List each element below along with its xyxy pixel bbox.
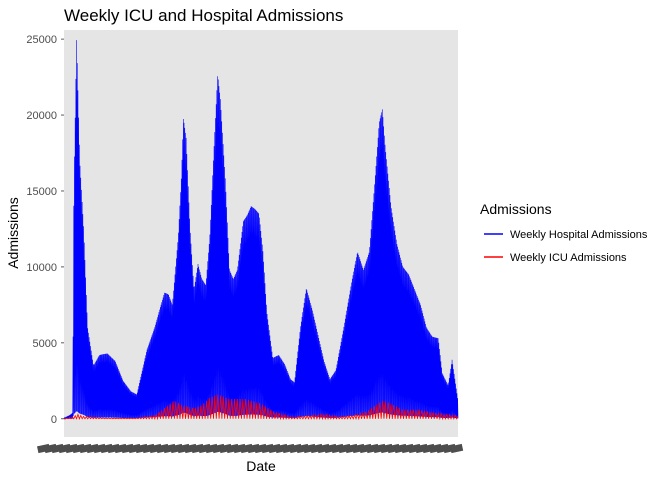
y-tick-label: 5000 (33, 338, 57, 350)
y-axis-label: Admissions (5, 197, 21, 269)
series-line-icu (63, 394, 459, 421)
y-tick-label: 0 (51, 414, 57, 426)
chart-title: Weekly ICU and Hospital Admissions (64, 6, 343, 25)
y-tick-label: 20000 (26, 110, 57, 122)
series-line-hospital (63, 40, 459, 420)
x-axis-label: Date (246, 458, 276, 474)
legend-label-hospital: Weekly Hospital Admissions (510, 229, 648, 241)
x-tick-label (450, 443, 464, 454)
y-tick-label: 10000 (26, 262, 57, 274)
legend-label-icu: Weekly ICU Admissions (510, 252, 627, 264)
y-tick-label: 25000 (26, 34, 57, 46)
y-tick-label: 15000 (26, 186, 57, 198)
legend-title: Admissions (480, 201, 552, 217)
